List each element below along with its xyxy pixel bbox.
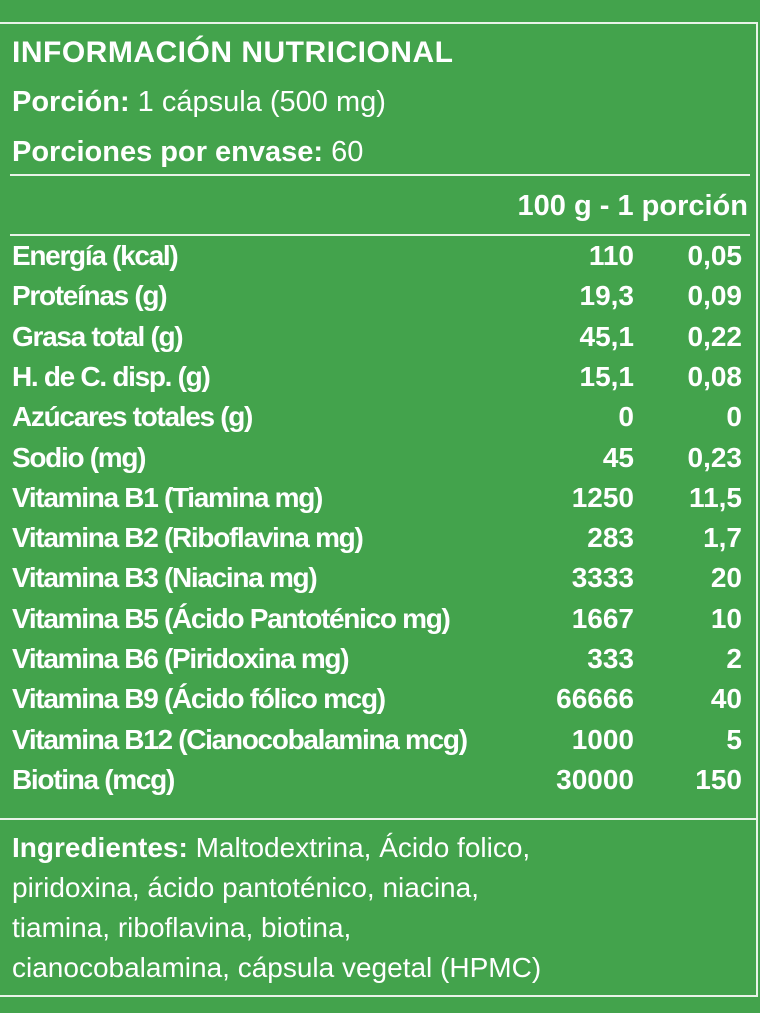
value-per-portion: 0 (726, 401, 742, 433)
nutrient-label: Grasa total (g) (12, 320, 184, 352)
ingredients-block: Ingredientes: Maltodextrina, Ácido folic… (12, 828, 742, 988)
value-per-100g: 1667 (571, 602, 634, 634)
value-per-100g: 66666 (556, 683, 634, 715)
value-per-portion: 1,7 (703, 522, 742, 554)
nutrient-label: H. de C. disp. (g) (12, 360, 211, 392)
servings-line: Porciones por envase: 60 (12, 136, 363, 169)
value-per-portion: 40 (710, 683, 742, 715)
table-row: H. de C. disp. (g) 15,1 0,08 (0, 361, 760, 401)
ingredients-text: Maltodextrina, Ácido folico, piridoxina,… (12, 832, 542, 983)
portion-line: Porción: 1 cápsula (500 mg) (12, 86, 386, 119)
nutrient-label: Azúcares totales (g) (12, 401, 253, 433)
portion-value: 1 cápsula (500 mg) (129, 86, 386, 118)
value-per-100g: 3333 (571, 562, 634, 594)
value-per-portion: 0,22 (687, 320, 743, 352)
table-row: Energía (kcal) 110 0,05 (0, 240, 760, 280)
value-per-100g: 19,3 (579, 280, 635, 312)
value-per-100g: 30000 (556, 763, 634, 795)
table-row: Vitamina B2 (Riboflavina mg) 283 1,7 (0, 522, 760, 562)
value-per-100g: 45 (602, 441, 634, 473)
table-row: Vitamina B12 (Cianocobalamina mcg) 1000 5 (0, 724, 760, 764)
nutrient-label: Vitamina B2 (Riboflavina mg) (12, 522, 364, 554)
column-header: 100 g - 1 porción (517, 190, 748, 222)
table-row: Grasa total (g) 45,1 0,22 (0, 321, 760, 361)
nutrient-label: Vitamina B6 (Piridoxina mg) (12, 643, 350, 674)
value-per-portion: 20 (710, 562, 742, 594)
nutrient-label: Vitamina B5 (Ácido Pantoténico mg) (12, 602, 451, 634)
nutrient-label: Proteínas (g) (12, 280, 168, 312)
nutrient-label: Vitamina B12 (Cianocobalamina mcg) (12, 723, 468, 755)
divider-top (10, 174, 750, 176)
servings-label: Porciones por envase: (12, 136, 324, 168)
table-row: Azúcares totales (g) 0 0 (0, 401, 760, 441)
value-per-100g: 110 (588, 240, 634, 271)
value-per-portion: 150 (695, 763, 742, 795)
nutrient-label: Biotina (mcg) (12, 763, 175, 795)
table-row: Biotina (mcg) 30000 150 (0, 764, 760, 804)
table-row: Vitamina B5 (Ácido Pantoténico mg) 1667 10 (0, 603, 760, 643)
portion-label: Porción: (12, 86, 130, 118)
label-frame (0, 22, 758, 997)
nutrient-label: Sodio (mg) (12, 441, 147, 473)
table-row: Proteínas (g) 19,3 0,09 (0, 280, 760, 320)
divider-header (10, 234, 750, 236)
value-per-portion: 5 (726, 723, 742, 755)
table-row: Vitamina B6 (Piridoxina mg) 333 2 (0, 643, 760, 683)
value-per-100g: 1250 (571, 481, 634, 513)
nutrient-label: Vitamina B1 (Tiamina mg) (12, 481, 323, 513)
nutrient-label: Vitamina B9 (Ácido fólico mcg) (12, 683, 386, 715)
table-row: Vitamina B1 (Tiamina mg) 1250 11,5 (0, 482, 760, 522)
value-per-100g: 45,1 (579, 320, 635, 352)
ingredients-label: Ingredientes: (12, 832, 188, 863)
value-per-portion: 10 (710, 602, 742, 634)
value-per-100g: 0 (618, 401, 634, 433)
table-row: Vitamina B3 (Niacina mg) 3333 20 (0, 562, 760, 602)
divider-ingredients (0, 818, 758, 820)
table-row: Vitamina B9 (Ácido fólico mcg) 66666 40 (0, 683, 760, 723)
value-per-100g: 283 (587, 522, 634, 554)
panel-title: INFORMACIÓN NUTRICIONAL (12, 36, 454, 69)
value-per-100g: 15,1 (579, 360, 635, 392)
nutrient-label: Vitamina B3 (Niacina mg) (12, 562, 318, 594)
value-per-portion: 11,5 (689, 481, 742, 513)
table-row: Sodio (mg) 45 0,23 (0, 442, 760, 482)
servings-value: 60 (323, 136, 364, 168)
value-per-portion: 0,23 (687, 441, 743, 473)
value-per-portion: 0,09 (687, 280, 743, 312)
value-per-portion: 2 (726, 643, 742, 674)
nutrient-label: Energía (kcal) (12, 240, 179, 271)
value-per-portion: 0,08 (687, 360, 743, 392)
value-per-100g: 333 (587, 643, 634, 674)
value-per-portion: 0,05 (687, 240, 743, 271)
value-per-100g: 1000 (571, 723, 634, 755)
